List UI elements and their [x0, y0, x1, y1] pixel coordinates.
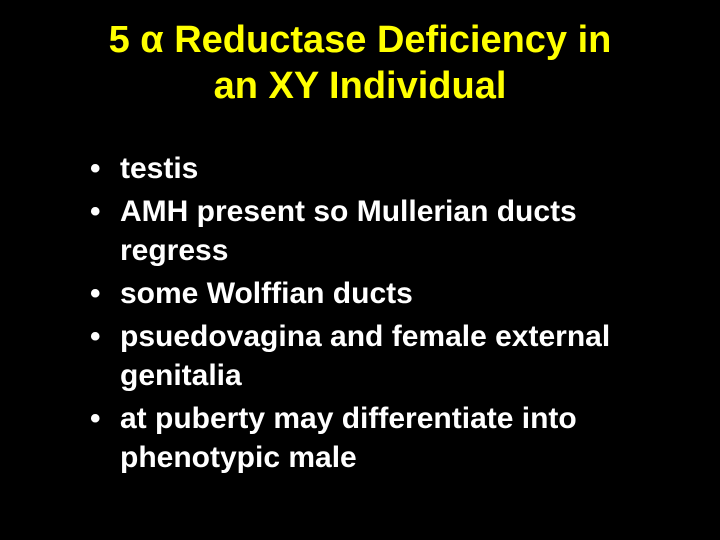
- bullet-list: testis AMH present so Mullerian ducts re…: [40, 149, 680, 477]
- list-item: at puberty may differentiate into phenot…: [90, 399, 680, 477]
- list-item: some Wolffian ducts: [90, 274, 680, 313]
- title-line-2: an XY Individual: [214, 65, 507, 107]
- bullet-text: AMH present so Mullerian ducts regress: [120, 195, 577, 267]
- bullet-text: at puberty may differentiate into phenot…: [120, 402, 577, 474]
- bullet-text: some Wolffian ducts: [120, 277, 413, 310]
- title-line-1: 5 α Reductase Deficiency in: [109, 19, 612, 61]
- list-item: AMH present so Mullerian ducts regress: [90, 192, 680, 270]
- list-item: psuedovagina and female external genital…: [90, 317, 680, 395]
- slide-title: 5 α Reductase Deficiency in an XY Indivi…: [40, 18, 680, 109]
- bullet-text: testis: [120, 152, 198, 185]
- bullet-text: psuedovagina and female external genital…: [120, 320, 610, 392]
- list-item: testis: [90, 149, 680, 188]
